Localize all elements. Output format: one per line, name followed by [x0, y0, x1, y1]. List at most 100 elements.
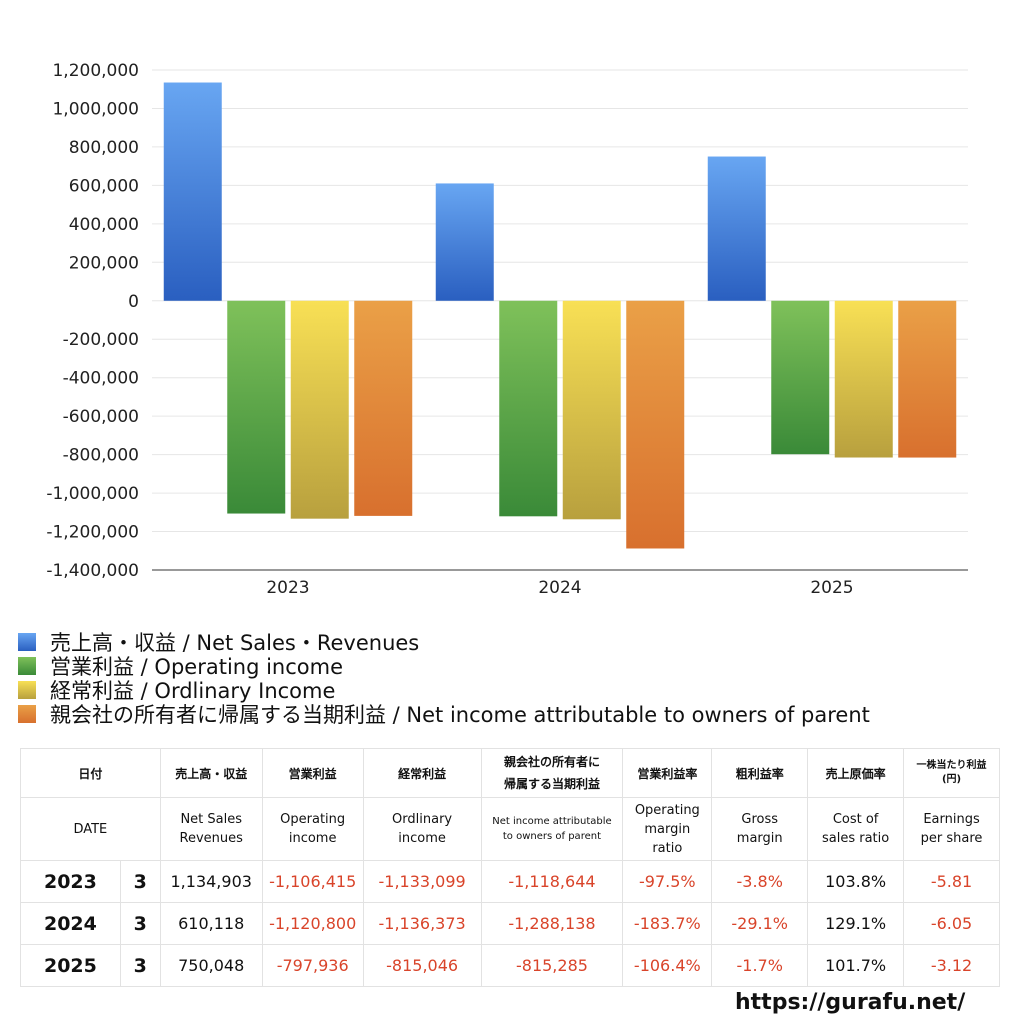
header-opm-jp: 営業利益率 — [622, 748, 713, 798]
header-net-jp: 親会社の所有者に 帰属する当期利益 — [480, 748, 624, 798]
bar-2023-series-2 — [290, 300, 349, 519]
cell-cogs: 103.8% — [807, 860, 905, 903]
cell-gm: -29.1% — [711, 902, 809, 945]
y-tick-label: -400,000 — [63, 369, 139, 389]
cell-year: 2023 — [20, 860, 121, 903]
y-tick-label: 400,000 — [69, 215, 139, 235]
cell-op: -797,936 — [261, 944, 364, 987]
bar-2023-series-1 — [227, 300, 286, 514]
bar-chart: 1,200,000 1,000,000 800,000 600,000 400,000 2… — [46, 61, 968, 598]
legend-swatch-net — [18, 705, 36, 723]
legend-label-operating: 営業利益 / Operating income — [50, 655, 344, 679]
table-row: 2023 3 1,134,903 -1,106,415 -1,133,099 -… — [20, 860, 1000, 903]
legend-label-net: 親会社の所有者に帰属する当期利益 / Net income attributab… — [50, 703, 870, 727]
legend-swatch-sales — [18, 633, 36, 651]
header-opm-en: Operating margin ratio — [622, 797, 713, 861]
header-ord-en-line2: income — [398, 831, 446, 846]
bar-2024-series-2 — [562, 300, 621, 520]
header-gm-en-line2: margin — [736, 831, 783, 846]
header-eps-jp-line1: 一株当たり利益 — [916, 760, 987, 771]
y-tick-label: -1,400,000 — [46, 561, 139, 581]
header-row-jp: 日付 売上高・収益 営業利益 経常利益 親会社の所有者に 帰属する当期利益 営業… — [20, 748, 1000, 798]
header-opm-en-line3: ratio — [652, 840, 683, 856]
header-eps-en-line1: Earnings — [923, 812, 980, 827]
y-tick-label: 800,000 — [69, 138, 139, 158]
header-net-jp-line2: 帰属する当期利益 — [503, 777, 600, 791]
financial-table: 日付 売上高・収益 営業利益 経常利益 親会社の所有者に 帰属する当期利益 営業… — [20, 748, 1000, 987]
header-date-jp: 日付 — [20, 748, 161, 798]
header-net-en-line2: to owners of parent — [502, 831, 601, 842]
legend-item-sales: 売上高・収益 / Net Sales・Revenues — [18, 630, 870, 655]
header-gm-en: Gross margin — [711, 797, 809, 861]
bar-2023-series-0 — [163, 82, 222, 301]
header-op-en: Operating income — [261, 797, 364, 861]
cell-net: -1,118,644 — [480, 860, 624, 903]
header-eps-jp: 一株当たり利益 (円) — [903, 748, 1000, 798]
legend-label-sales: 売上高・収益 / Net Sales・Revenues — [50, 631, 420, 655]
header-op-en-line2: income — [288, 831, 337, 846]
cell-net: -1,288,138 — [480, 902, 624, 945]
cell-ord: -1,133,099 — [362, 860, 482, 903]
cell-net: -815,285 — [480, 944, 624, 987]
cell-ord: -1,136,373 — [362, 902, 482, 945]
cell-gm: -1.7% — [711, 944, 809, 987]
x-tick-label: 2025 — [810, 578, 853, 598]
header-cogs-en-line1: Cost of — [832, 812, 879, 827]
header-sales-en-line1: Net Sales — [180, 812, 242, 827]
bar-2024-series-0 — [435, 183, 494, 301]
header-sales-jp: 売上高・収益 — [159, 748, 263, 798]
y-tick-label: 200,000 — [69, 253, 139, 273]
site-url-link[interactable]: https://gurafu.net/ — [735, 990, 966, 1015]
header-ord-jp: 経常利益 — [362, 748, 482, 798]
legend-item-net: 親会社の所有者に帰属する当期利益 / Net income attributab… — [18, 702, 870, 727]
legend-swatch-ordinary — [18, 681, 36, 699]
cell-month: 3 — [119, 902, 161, 945]
table-row: 2024 3 610,118 -1,120,800 -1,136,373 -1,… — [20, 902, 1000, 945]
cell-sales: 1,134,903 — [159, 860, 263, 903]
header-cogs-en: Cost of sales ratio — [807, 797, 905, 861]
y-tick-label: -200,000 — [63, 330, 139, 350]
y-tick-label: -1,000,000 — [46, 484, 139, 504]
cell-month: 3 — [119, 860, 161, 903]
gridlines — [152, 69, 968, 571]
header-net-jp-line1: 親会社の所有者に — [503, 755, 600, 769]
cell-opm: -106.4% — [622, 944, 713, 987]
header-opm-en-line2: margin — [644, 821, 691, 837]
header-sales-en-line2: Revenues — [179, 831, 243, 846]
bar-2025-series-3 — [898, 300, 957, 458]
legend-label-ordinary: 経常利益 / Ordlinary Income — [50, 679, 336, 703]
header-date-en: DATE — [20, 797, 161, 861]
bar-2025-series-2 — [834, 300, 893, 458]
cell-eps: -6.05 — [903, 902, 1000, 945]
header-ord-en: Ordlinary income — [362, 797, 482, 861]
cell-cogs: 129.1% — [807, 902, 905, 945]
header-op-jp: 営業利益 — [261, 748, 364, 798]
y-tick-label: 0 — [128, 292, 139, 312]
header-eps-en-line2: per share — [920, 831, 983, 846]
cell-sales: 750,048 — [159, 944, 263, 987]
table-row: 2025 3 750,048 -797,936 -815,046 -815,28… — [20, 944, 1000, 987]
cell-opm: -97.5% — [622, 860, 713, 903]
cell-eps: -5.81 — [903, 860, 1000, 903]
header-gm-jp: 粗利益率 — [711, 748, 809, 798]
header-eps-en: Earnings per share — [903, 797, 1000, 861]
bar-2025-series-0 — [707, 156, 766, 301]
y-tick-label: -600,000 — [63, 407, 139, 427]
header-cogs-en-line2: sales ratio — [821, 831, 890, 846]
bar-2024-series-3 — [626, 300, 685, 549]
cell-year: 2024 — [20, 902, 121, 945]
header-op-en-line1: Operating — [280, 812, 346, 827]
cell-op: -1,106,415 — [261, 860, 364, 903]
x-axis-ticks: 2023 2024 2025 — [266, 578, 853, 598]
cell-op: -1,120,800 — [261, 902, 364, 945]
header-gm-en-line1: Gross — [741, 812, 779, 827]
y-tick-label: -800,000 — [63, 446, 139, 466]
legend: 売上高・収益 / Net Sales・Revenues 営業利益 / Opera… — [18, 630, 870, 727]
legend-swatch-operating — [18, 657, 36, 675]
y-axis-ticks: 1,200,000 1,000,000 800,000 600,000 400,000 2… — [46, 61, 139, 581]
cell-ord: -815,046 — [362, 944, 482, 987]
header-net-en: Net income attributable to owners of par… — [480, 797, 624, 861]
y-tick-label: -1,200,000 — [46, 523, 139, 543]
header-ord-en-line1: Ordlinary — [392, 812, 453, 827]
bar-2024-series-1 — [499, 300, 558, 517]
